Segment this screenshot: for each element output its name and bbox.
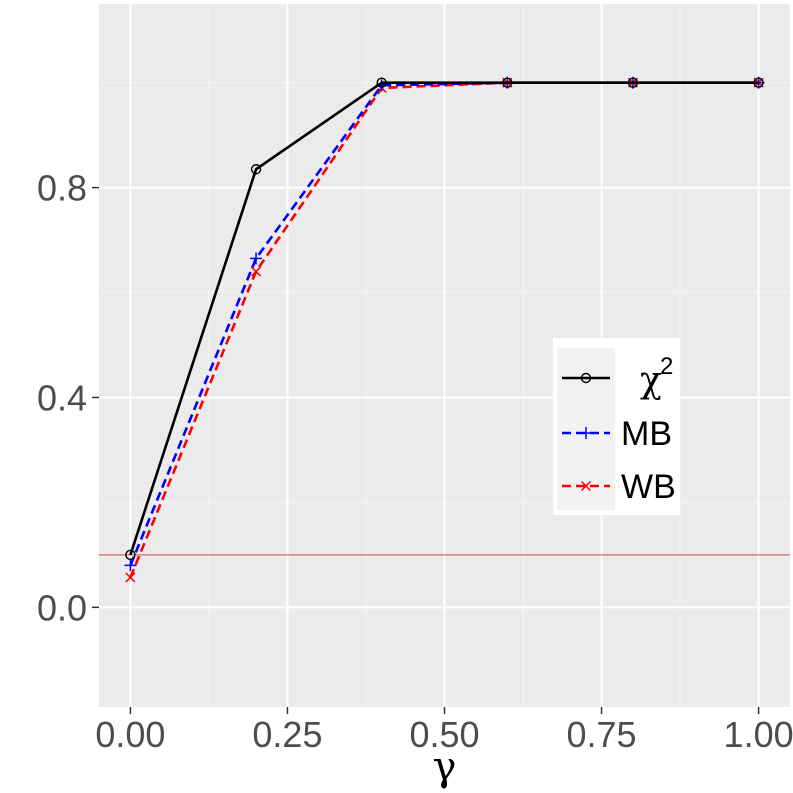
- legend-label-superscript: 2: [660, 353, 673, 380]
- x-tick-label: 0.25: [252, 714, 322, 755]
- legend-label-wb: WB: [621, 468, 676, 506]
- x-tick-label: 0.50: [409, 714, 479, 755]
- x-axis-title: γ: [433, 744, 457, 790]
- data-point-chi-squared: [627, 77, 639, 88]
- data-point-chi-squared: [502, 77, 513, 88]
- x-axis: 0.00 0.25 0.50 0.75 1.00: [95, 707, 793, 755]
- data-point-chi-squared: [376, 77, 387, 88]
- data-point-wb: [125, 572, 136, 583]
- y-axis: 0.0 0.4 0.8: [37, 168, 99, 628]
- series-line-wb: [129, 81, 759, 578]
- data-point-chi-squared: [753, 77, 764, 88]
- data-point-chi-squared: [125, 549, 136, 561]
- data-point-chi-squared: [250, 164, 262, 175]
- legend: χ2 MB WB: [553, 338, 680, 515]
- x-tick-label: 0.75: [567, 714, 637, 755]
- series-line-chi-squared: [129, 81, 759, 556]
- y-tick-label: 0.0: [37, 587, 87, 628]
- legend-marker-mb: [580, 427, 592, 439]
- data-point-mb: [250, 252, 263, 265]
- data-point-wb: [251, 266, 262, 277]
- series-layer: [124, 76, 765, 583]
- y-tick-label: 0.4: [37, 377, 87, 418]
- legend-marker-chi-squared: [580, 372, 592, 384]
- x-tick-label: 1.00: [724, 714, 793, 755]
- data-point-wb-b: [125, 572, 136, 583]
- x-tick-label: 0.00: [95, 714, 165, 755]
- y-tick-label: 0.8: [37, 168, 87, 209]
- data-point-mb: [124, 559, 137, 572]
- legend-marker-wb: [580, 480, 592, 492]
- data-point-wb-b: [251, 266, 262, 277]
- legend-label-mb: MB: [621, 415, 672, 453]
- series-chi-squared: [125, 77, 764, 561]
- legend-label-chi-squared: χ: [640, 360, 662, 401]
- legend-marker-wb-b: [580, 480, 592, 492]
